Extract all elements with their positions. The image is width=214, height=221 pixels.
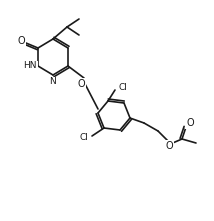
Text: Cl: Cl bbox=[119, 82, 128, 91]
Text: Cl: Cl bbox=[80, 133, 88, 143]
Text: O: O bbox=[77, 79, 85, 89]
Text: O: O bbox=[186, 118, 194, 128]
Text: N: N bbox=[50, 78, 56, 86]
Text: O: O bbox=[165, 141, 173, 151]
Text: HN: HN bbox=[23, 61, 37, 70]
Text: O: O bbox=[17, 36, 25, 46]
